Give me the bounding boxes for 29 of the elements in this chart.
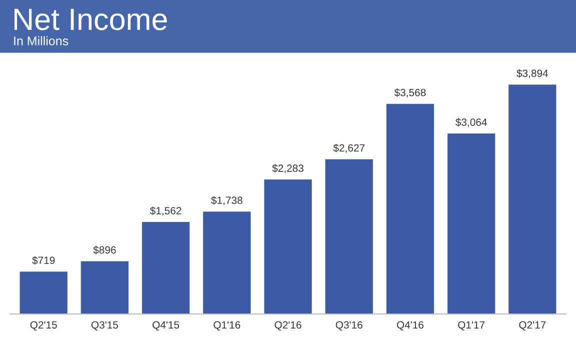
- x-tick-label: Q2'16: [274, 321, 302, 330]
- x-tick-label: Q3'16: [336, 321, 362, 330]
- x-tick-label: Q2'15: [30, 321, 57, 330]
- data-label: $1,738: [211, 196, 242, 206]
- bar: [386, 104, 434, 314]
- bar: [80, 261, 129, 314]
- bar: [203, 212, 251, 314]
- bar: [447, 134, 496, 314]
- bar: [325, 159, 373, 314]
- bar: [508, 84, 556, 314]
- x-tick-label: Q1'17: [458, 321, 485, 330]
- x-tick-label: Q1'16: [214, 321, 240, 330]
- data-label: $3,894: [516, 69, 548, 78]
- data-label: $3,568: [394, 88, 426, 98]
- bar: [142, 222, 190, 314]
- x-tick-label: Q4'16: [396, 321, 424, 330]
- data-label: $896: [93, 246, 116, 254]
- data-label: $1,562: [150, 206, 182, 216]
- x-tick-label: Q2'17: [519, 321, 546, 330]
- data-label: $719: [32, 256, 55, 265]
- data-label: $3,064: [455, 118, 487, 128]
- chart-title: Net Income: [14, 8, 167, 30]
- x-tick-label: Q3'15: [91, 321, 118, 330]
- data-label: $2,283: [272, 164, 304, 174]
- data-label: $2,627: [333, 144, 365, 153]
- chart-subtitle: In Millions: [14, 36, 68, 46]
- bar: [264, 180, 312, 314]
- x-tick-label: Q4'15: [152, 321, 180, 330]
- bar: [20, 272, 68, 314]
